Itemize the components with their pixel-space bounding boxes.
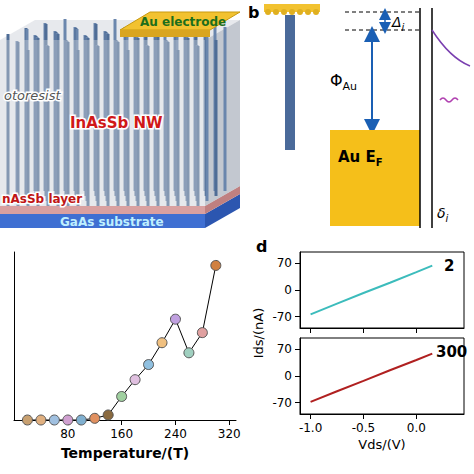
svg-text:0: 0 — [284, 283, 292, 297]
svg-text:Ids/(nA): Ids/(nA) — [251, 308, 266, 359]
svg-text:320: 320 — [218, 427, 241, 441]
svg-text:70: 70 — [277, 256, 292, 270]
svg-text:b: b — [248, 3, 259, 22]
svg-text:-70: -70 — [272, 310, 292, 324]
svg-text:-70: -70 — [272, 396, 292, 410]
svg-text:240: 240 — [164, 427, 187, 441]
svg-text:ΦAu: ΦAu — [330, 71, 357, 93]
svg-text:-0.5: -0.5 — [352, 421, 375, 435]
svg-text:2: 2 — [444, 257, 454, 275]
svg-text:0: 0 — [284, 369, 292, 383]
svg-text:Vds/(V): Vds/(V) — [358, 437, 405, 452]
svg-text:-1.0: -1.0 — [299, 421, 322, 435]
svg-text:Temperature/(T): Temperature/(T) — [61, 445, 189, 461]
svg-text:d: d — [256, 238, 267, 256]
svg-text:80: 80 — [60, 427, 75, 441]
svg-text:70: 70 — [277, 342, 292, 356]
svg-text:otoresist: otoresist — [4, 88, 62, 103]
svg-text:nAsSb layer: nAsSb layer — [2, 192, 82, 206]
svg-text:Δi: Δi — [391, 14, 405, 33]
svg-text:GaAs substrate: GaAs substrate — [60, 215, 164, 229]
svg-text:δi: δi — [437, 205, 449, 224]
svg-text:0.0: 0.0 — [407, 421, 426, 435]
svg-text:Au electrode: Au electrode — [140, 15, 226, 29]
svg-text:300: 300 — [436, 343, 467, 361]
svg-text:Au EF: Au EF — [338, 148, 383, 168]
svg-text:InAsSb NW: InAsSb NW — [70, 114, 163, 132]
svg-text:160: 160 — [110, 427, 133, 441]
